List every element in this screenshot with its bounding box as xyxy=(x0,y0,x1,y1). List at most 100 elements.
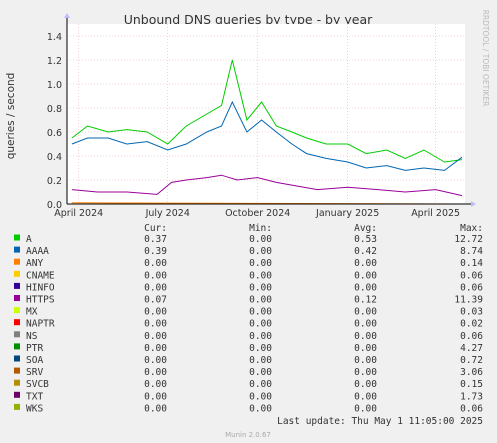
x-tick-label: April 2024 xyxy=(54,208,103,219)
legend-swatch xyxy=(14,246,20,253)
y-tick-label: 0.0 xyxy=(47,200,62,211)
legend-value-avg: 0.00 xyxy=(354,282,377,293)
legend-swatch xyxy=(14,403,20,410)
legend-label: ANY xyxy=(26,258,43,269)
legend-swatch xyxy=(14,379,20,386)
legend-swatch xyxy=(14,258,20,265)
legend-swatch xyxy=(14,343,20,350)
legend-value-max: 0.06 xyxy=(460,403,483,414)
legend-value-max: 0.15 xyxy=(460,379,483,390)
legend-value-avg: 0.00 xyxy=(354,319,377,330)
legend-value-cur: 0.00 xyxy=(144,403,167,414)
x-tick-label: October 2024 xyxy=(225,208,290,219)
legend-value-cur: 0.00 xyxy=(144,379,167,390)
legend-value-avg: 0.12 xyxy=(354,295,377,306)
legend-label: SVCB xyxy=(26,379,49,390)
legend-value-cur: 0.00 xyxy=(144,343,167,354)
legend-value-min: 0.00 xyxy=(249,391,272,402)
legend-label: AAAA xyxy=(26,246,49,257)
legend-value-avg: 0.00 xyxy=(354,367,377,378)
y-tick-labels: 0.0 0.2 0.4 0.6 0.8 1.0 1.2 1.4 xyxy=(47,32,62,211)
series-line-aaaa xyxy=(71,100,463,171)
legend-value-min: 0.00 xyxy=(249,367,272,378)
legend-value-avg: 0.00 xyxy=(354,270,377,281)
legend-value-min: 0.00 xyxy=(249,379,272,390)
legend-label: SOA xyxy=(26,355,43,366)
legend-label: WKS xyxy=(26,403,43,414)
legend-label: HINFO xyxy=(26,282,55,293)
series-line-a xyxy=(71,59,463,163)
legend-label: PTR xyxy=(26,343,43,354)
y-tick-label: 0.6 xyxy=(47,128,62,139)
legend-value-avg: 0.00 xyxy=(354,331,377,342)
legend-header-max: Max: xyxy=(460,223,483,234)
legend-label: NAPTR xyxy=(26,319,55,330)
legend-value-min: 0.00 xyxy=(249,258,272,269)
y-tick-label: 0.2 xyxy=(47,176,62,187)
legend-value-min: 0.00 xyxy=(249,355,272,366)
y-tick-label: 0.8 xyxy=(47,104,62,115)
legend-value-avg: 0.53 xyxy=(354,234,377,245)
y-tick-label: 1.0 xyxy=(47,80,62,91)
legend-label: SRV xyxy=(26,367,43,378)
legend-value-cur: 0.39 xyxy=(144,246,167,257)
legend-swatch xyxy=(14,270,20,277)
x-tick-label: January 2025 xyxy=(315,208,379,219)
legend-value-cur: 0.00 xyxy=(144,270,167,281)
legend-swatch xyxy=(14,355,20,362)
legend-value-cur: 0.00 xyxy=(144,319,167,330)
series-line-https xyxy=(71,174,463,197)
axes xyxy=(64,13,476,207)
legend-value-min: 0.00 xyxy=(249,234,272,245)
plot-area xyxy=(67,24,465,204)
legend-value-min: 0.00 xyxy=(249,246,272,257)
x-tick-label: July 2024 xyxy=(145,208,190,219)
y-tick-label: 1.2 xyxy=(47,56,62,67)
legend-header-cur: Cur: xyxy=(144,223,167,234)
legend-label: CNAME xyxy=(26,270,55,281)
munin-footer: Munin 2.0.67 xyxy=(225,431,271,439)
legend-value-max: 11.39 xyxy=(454,295,483,306)
legend-value-min: 0.00 xyxy=(249,295,272,306)
legend-value-max: 3.06 xyxy=(460,367,483,378)
legend-swatch xyxy=(14,234,20,241)
legend-header-avg: Avg: xyxy=(354,223,377,234)
legend: Cur: Min: Avg: Max: A 0.37 0.00 0.53 12.72 AAAA 0.… xyxy=(14,223,483,414)
legend-value-max: 1.73 xyxy=(460,391,483,402)
legend-value-cur: 0.00 xyxy=(144,355,167,366)
legend-value-max: 12.72 xyxy=(454,234,483,245)
legend-value-cur: 0.37 xyxy=(144,234,167,245)
y-tick-label: 1.4 xyxy=(47,32,62,43)
legend-value-avg: 0.00 xyxy=(354,258,377,269)
legend-swatch xyxy=(14,367,20,374)
legend-value-avg: 0.00 xyxy=(354,379,377,390)
legend-value-max: 0.03 xyxy=(460,307,483,318)
legend-value-cur: 0.00 xyxy=(144,367,167,378)
legend-value-avg: 0.00 xyxy=(354,391,377,402)
legend-value-min: 0.00 xyxy=(249,343,272,354)
legend-value-min: 0.00 xyxy=(249,282,272,293)
legend-value-max: 8.74 xyxy=(460,246,483,257)
legend-value-cur: 0.00 xyxy=(144,307,167,318)
legend-value-avg: 0.00 xyxy=(354,343,377,354)
legend-value-avg: 0.00 xyxy=(354,403,377,414)
y-tick-label: 0.4 xyxy=(47,152,62,163)
rrdtool-credit: RRDTOOL / TOBI OETIKER xyxy=(481,10,490,107)
legend-header-min: Min: xyxy=(249,223,272,234)
legend-value-max: 0.72 xyxy=(460,355,483,366)
legend-label: A xyxy=(26,234,32,245)
legend-value-max: 4.27 xyxy=(460,343,483,354)
legend-value-min: 0.00 xyxy=(249,307,272,318)
y-axis-label: queries / second xyxy=(5,73,17,160)
legend-value-max: 0.06 xyxy=(460,331,483,342)
legend-value-avg: 0.00 xyxy=(354,355,377,366)
legend-value-cur: 0.07 xyxy=(144,295,167,306)
legend-value-max: 0.02 xyxy=(460,319,483,330)
legend-label: NS xyxy=(26,331,38,342)
legend-value-min: 0.00 xyxy=(249,331,272,342)
legend-value-cur: 0.00 xyxy=(144,282,167,293)
legend-value-max: 0.06 xyxy=(460,282,483,293)
legend-swatch xyxy=(14,307,20,314)
legend-swatch xyxy=(14,282,20,289)
legend-value-avg: 0.42 xyxy=(354,246,377,257)
